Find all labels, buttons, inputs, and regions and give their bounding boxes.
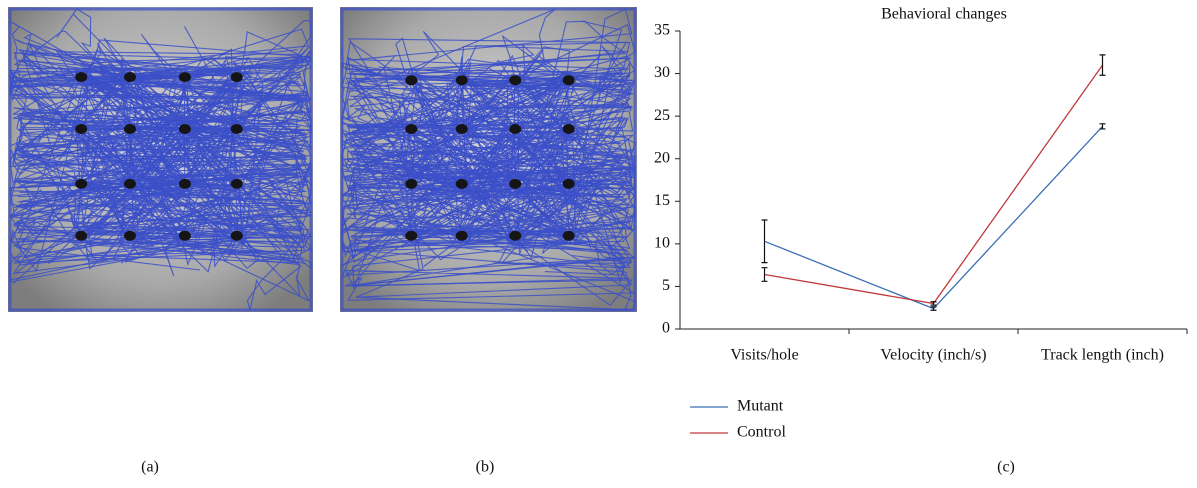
hole	[562, 75, 575, 86]
hole	[178, 72, 191, 83]
hole	[75, 230, 88, 241]
hole	[455, 178, 468, 189]
y-tick-label: 5	[662, 277, 670, 294]
track-image-a	[8, 7, 314, 312]
hole	[405, 124, 418, 134]
error-bar	[1099, 123, 1106, 130]
hole	[124, 230, 136, 241]
track	[9, 33, 254, 281]
hole	[124, 178, 136, 189]
hole	[178, 124, 191, 134]
track	[9, 50, 312, 270]
panel-label: (c)	[997, 459, 1015, 476]
legend-label: Control	[737, 424, 786, 441]
legend-label: Mutant	[737, 398, 784, 415]
hole	[509, 75, 522, 86]
track	[343, 71, 636, 267]
track	[341, 20, 636, 256]
hole	[178, 230, 191, 241]
error-bar	[761, 219, 768, 264]
track	[15, 30, 312, 273]
y-tick-label: 15	[654, 192, 670, 209]
hole	[562, 178, 575, 189]
error-bar	[930, 301, 937, 306]
hole	[562, 124, 575, 134]
track	[347, 8, 636, 311]
track	[9, 76, 313, 262]
panel-label: (a)	[141, 459, 159, 476]
chart-title: Behavioral changes	[881, 6, 1007, 23]
hole	[455, 75, 468, 86]
hole	[230, 124, 243, 134]
series-line	[764, 64, 1104, 305]
hole	[230, 178, 243, 189]
hole	[75, 72, 88, 83]
hole	[509, 124, 522, 134]
hole	[405, 75, 418, 86]
y-tick-label: 35	[654, 22, 670, 39]
arena-border	[8, 7, 313, 312]
hole	[178, 178, 191, 189]
hole	[455, 230, 468, 241]
x-tick-label: Velocity (inch/s)	[880, 347, 986, 364]
arena-border	[340, 7, 637, 312]
hole	[405, 230, 418, 241]
panel-label: (b)	[476, 459, 495, 476]
x-tick-label: Visits/hole	[730, 347, 798, 364]
track	[9, 43, 313, 264]
error-bar	[761, 267, 768, 282]
hole	[124, 72, 136, 83]
track-image-b	[340, 7, 637, 312]
y-tick-label: 10	[654, 235, 670, 252]
error-bar	[1099, 54, 1106, 76]
y-tick-label: 20	[654, 149, 670, 166]
hole	[75, 124, 88, 134]
error-bar	[930, 306, 937, 311]
line-chart: Behavioral changes 0 5 10 15 20 25 30 35 Visits/h…	[654, 6, 1188, 441]
hole	[509, 178, 522, 189]
track	[344, 41, 631, 269]
hole	[509, 230, 522, 241]
hole	[230, 72, 243, 83]
track	[10, 21, 312, 258]
y-tick-label: 30	[654, 64, 670, 81]
hole	[124, 124, 136, 134]
x-tick-label: Track length (inch)	[1041, 347, 1164, 364]
hole	[230, 230, 243, 241]
hole	[455, 124, 468, 134]
series-line	[764, 125, 1103, 310]
y-tick-label: 25	[654, 107, 670, 124]
track	[19, 53, 310, 263]
hole	[562, 230, 575, 241]
hole	[405, 178, 418, 189]
y-tick-label: 0	[662, 320, 670, 337]
hole	[75, 178, 88, 189]
